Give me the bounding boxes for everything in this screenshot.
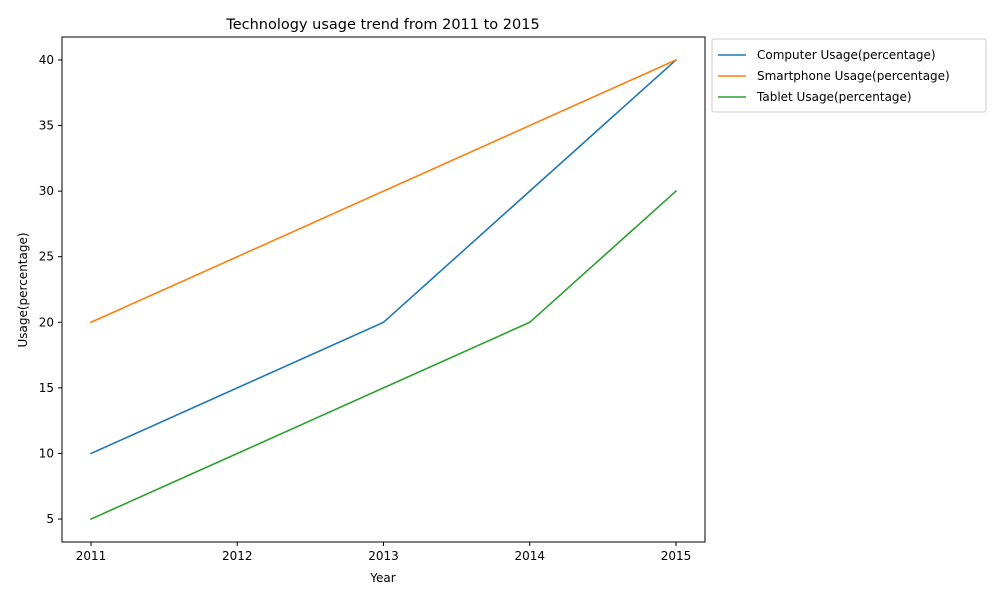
x-tick-label: 2012: [222, 549, 253, 563]
x-tick-label: 2013: [368, 549, 399, 563]
y-tick-label: 25: [39, 250, 54, 264]
x-axis-label: Year: [369, 571, 395, 585]
chart-title: Technology usage trend from 2011 to 2015: [225, 17, 539, 33]
y-tick-label: 10: [39, 446, 54, 460]
series-line-2: [89, 58, 678, 324]
x-axis: 2011 2012 2013 2014 2015: [76, 542, 692, 563]
y-tick-label: 40: [39, 53, 54, 67]
legend-label: Computer Usage(percentage): [757, 48, 936, 62]
series-line-3: [89, 189, 678, 521]
series-lines: [89, 58, 678, 521]
x-tick-label: 2015: [661, 549, 692, 563]
plot-area: [61, 36, 706, 543]
y-axis-label: Usage(percentage): [16, 232, 30, 347]
y-tick-label: 15: [39, 381, 54, 395]
legend-box: [711, 38, 987, 113]
series-line-1: [89, 58, 678, 455]
legend: Computer Usage(percentage) Smartphone Usa…: [711, 38, 987, 113]
x-tick-label: 2014: [514, 549, 545, 563]
x-tick-label: 2011: [76, 549, 107, 563]
y-axis: 5 10 15 20 25 30 35 40: [39, 53, 62, 526]
y-tick-label: 35: [39, 119, 54, 133]
y-tick-label: 5: [46, 512, 54, 526]
y-tick-label: 30: [39, 184, 54, 198]
legend-label: Smartphone Usage(percentage): [757, 69, 950, 83]
y-tick-label: 20: [39, 315, 54, 329]
legend-label: Tablet Usage(percentage): [756, 90, 912, 104]
